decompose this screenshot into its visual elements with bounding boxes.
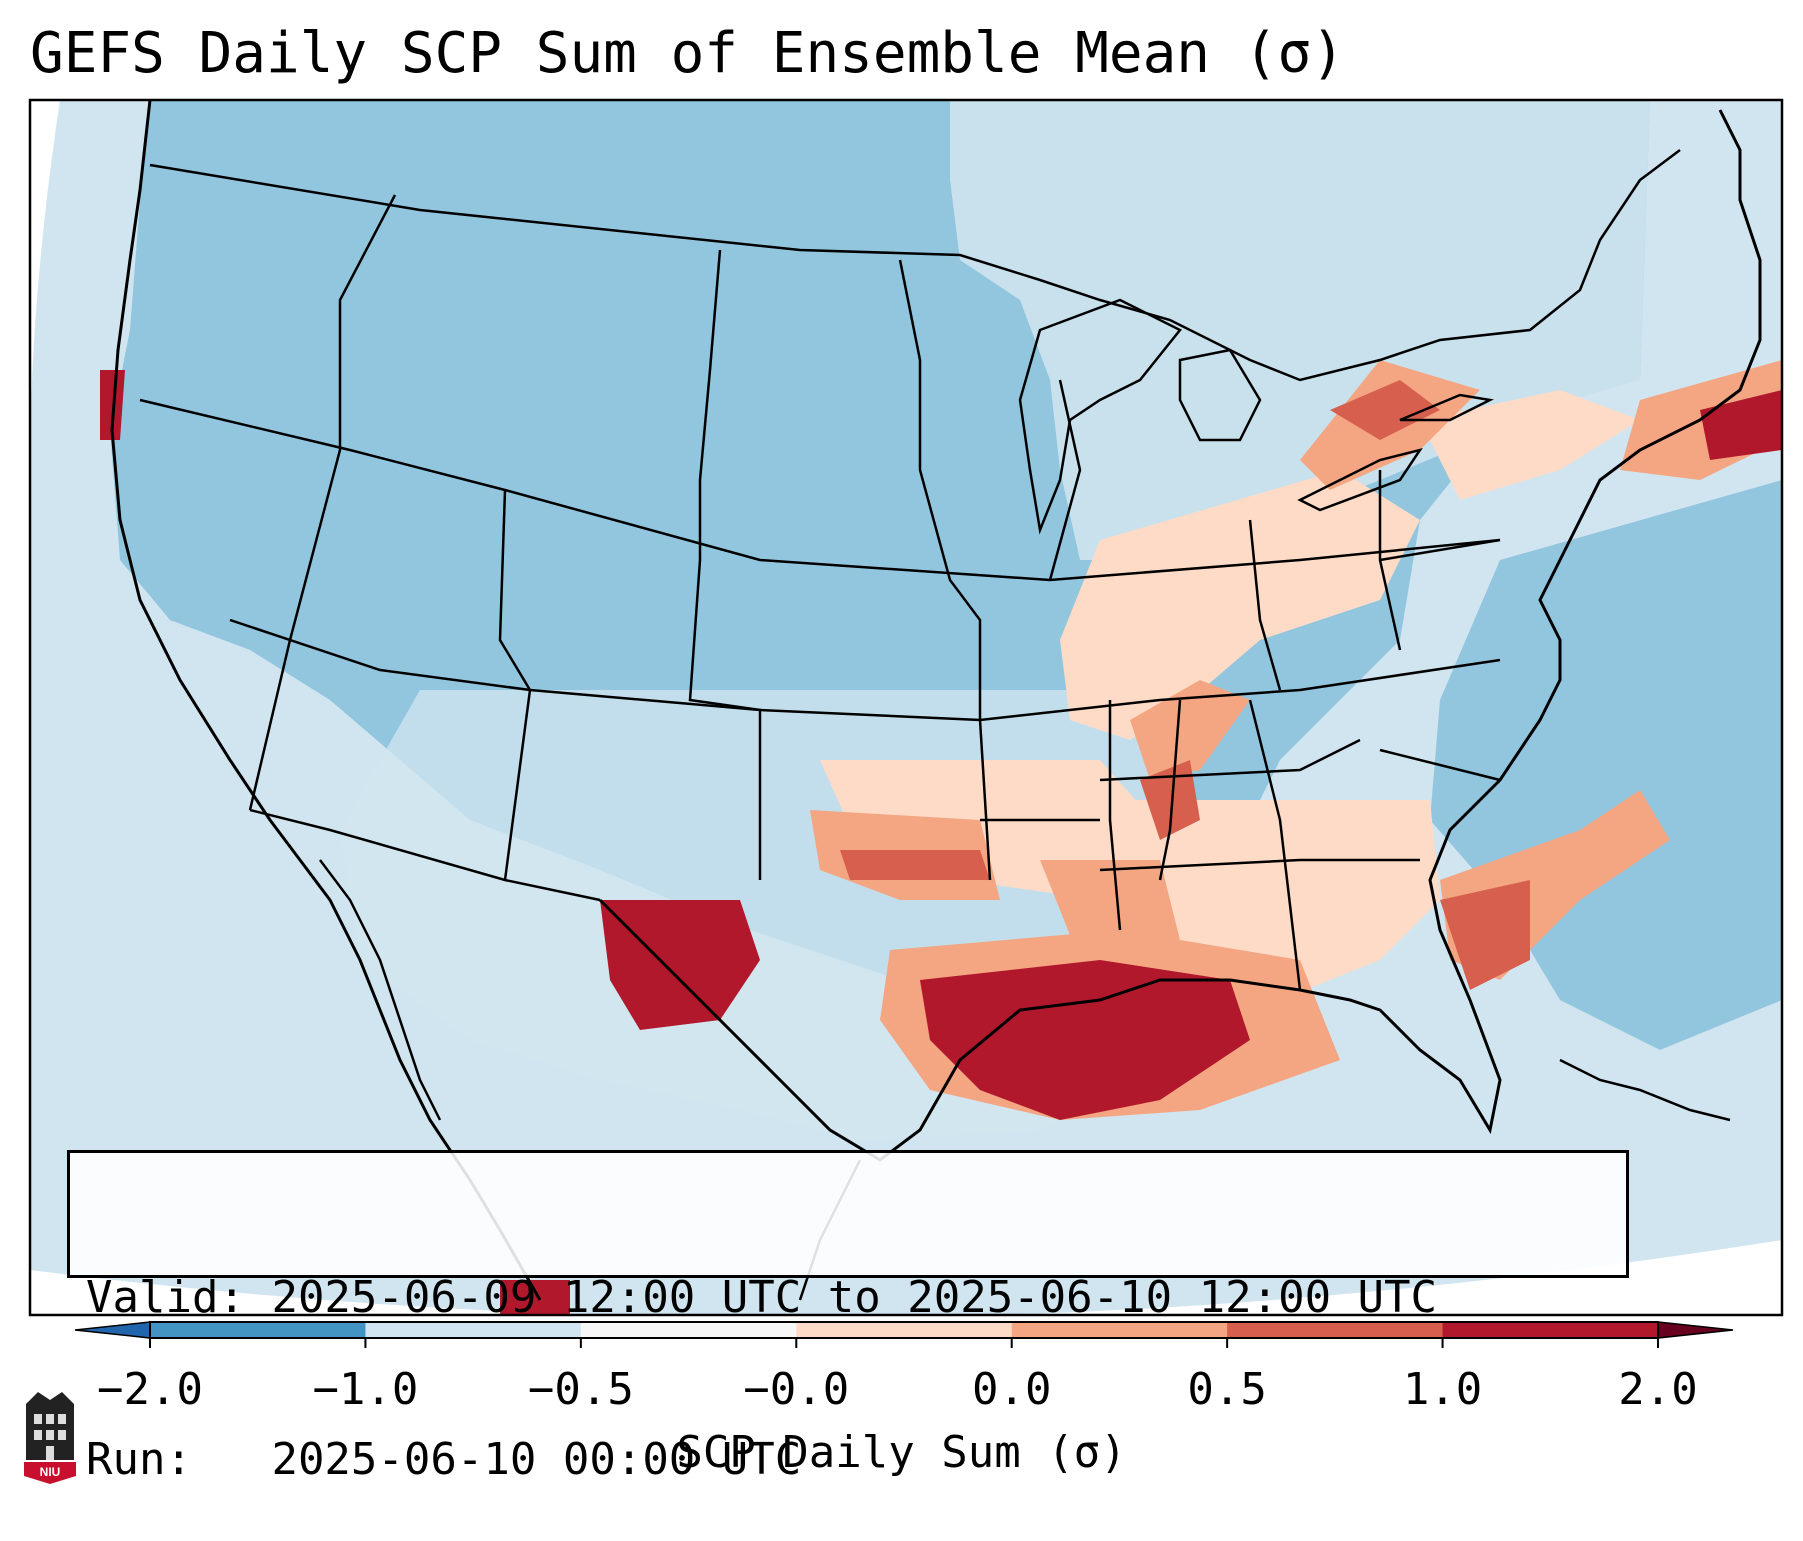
run-row: Run: 2025-06-10 00:00 UTC [86,1433,1610,1487]
colorbar-tick-label: 0.5 [1187,1364,1267,1415]
area-mid-atlantic-florida [1440,880,1530,990]
lake-huron [1178,348,1262,442]
valid-label: Valid: [86,1272,245,1323]
lake-ontario [1399,393,1494,422]
area-mod-tennessee [1130,680,1250,780]
colorbar-tick-label: −2.0 [97,1364,203,1415]
valid-row: Valid: 2025-06-09 12:00 UTC to 2025-06-1… [86,1271,1610,1325]
run-label: Run: [86,1434,192,1485]
area-mid-alabama [1140,760,1200,840]
niu-logo-roof [26,1392,74,1404]
border-canada [149,149,1681,382]
area-mid-lake-erie [1330,380,1440,440]
area-high-gulf-coast [920,960,1250,1120]
area-weak-northeast [1420,390,1640,500]
state-borders [139,194,1501,991]
lake-erie [1297,448,1423,512]
area-high-west-texas [600,900,760,1030]
map-frame [28,98,1784,1317]
coastline-baja [319,859,442,1121]
colorbar-tick-label: 1.0 [1402,1364,1483,1415]
scp-map [28,98,1784,1317]
area-high-atlantic-ne [1700,390,1782,460]
colorbar-tick-label: 2.0 [1618,1364,1698,1415]
field-east-light [950,100,1650,560]
area-high-mexico [500,1280,570,1315]
colorbar-tick-label: −1.0 [312,1364,419,1415]
projection-edge [30,1240,1782,1315]
coastline-gulf-atlantic [598,109,1762,1162]
area-mid-red-river [840,850,990,880]
colorbar-label: SCP Daily Sum (σ) [676,1427,1127,1478]
niu-icon: NIU [24,1392,76,1484]
colorbar-tick-label: −0.5 [527,1364,634,1415]
run-value: 2025-06-10 00:00 UTC [271,1434,802,1485]
area-weak-ohio-valley [1060,470,1420,740]
colorbar-tick-label: −0.0 [743,1364,850,1415]
chart-title: GEFS Daily SCP Sum of Ensemble Mean (σ) [30,21,1345,86]
niu-logo-text: NIU [40,1465,61,1479]
projection-edge-left [30,100,60,470]
colorbar-tick-label: 0.0 [971,1364,1052,1415]
coastline-pacific [110,100,542,1301]
niu-logo-banner [24,1462,76,1484]
island-cuba [1559,1058,1731,1122]
valid-value: 2025-06-09 12:00 UTC to 2025-06-10 12:00… [271,1272,1438,1323]
valid-time-box: Valid: 2025-06-09 12:00 UTC to 2025-06-1… [67,1150,1629,1485]
